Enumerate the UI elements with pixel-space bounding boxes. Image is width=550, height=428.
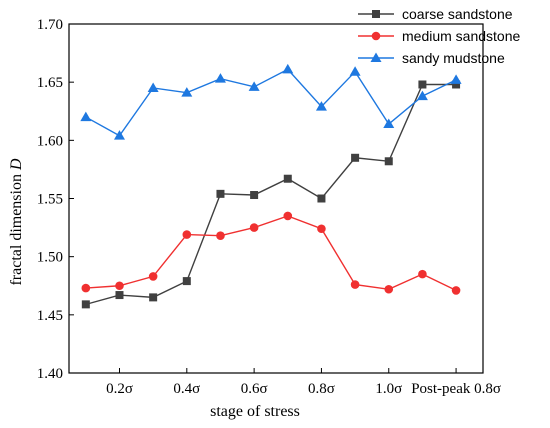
data-point — [283, 174, 292, 183]
data-point — [115, 281, 124, 291]
data-point — [113, 130, 125, 140]
data-point — [148, 272, 158, 281]
x-tick-label: 0.6σ — [241, 381, 268, 397]
series-line — [85, 83, 457, 306]
data-point — [182, 277, 191, 286]
y-tick-label: 1.55 — [37, 192, 63, 208]
legend-label: sandy mudstone — [402, 50, 505, 66]
data-point — [216, 231, 225, 241]
data-point — [317, 194, 326, 203]
x-tick-label: 0.8σ — [308, 381, 335, 397]
y-axis-title: fractal dimension D — [8, 158, 25, 286]
data-point — [349, 66, 361, 76]
data-point — [384, 157, 393, 166]
data-point — [182, 230, 192, 239]
data-point — [315, 101, 327, 111]
data-point — [248, 81, 260, 91]
data-point — [282, 63, 294, 74]
plot-area — [68, 23, 484, 374]
data-point — [81, 283, 91, 293]
data-point — [350, 280, 360, 289]
y-tick-label: 1.45 — [37, 308, 63, 324]
legend-marker — [370, 52, 382, 62]
data-point — [81, 300, 90, 309]
legend-marker — [371, 31, 381, 41]
series-coarse-sandstone — [81, 80, 461, 309]
series-layer — [80, 63, 462, 309]
series-sandy-mudstone — [80, 63, 462, 140]
data-point — [283, 211, 293, 221]
data-point — [249, 223, 259, 232]
data-point — [149, 293, 158, 302]
series-line — [85, 68, 457, 137]
y-axis-title-main: fractal dimension — [8, 170, 25, 286]
data-point — [418, 80, 427, 89]
y-axis-title-var: D — [8, 158, 25, 171]
data-point — [452, 80, 461, 89]
y-tick-label: 1.70 — [37, 17, 63, 33]
data-point — [216, 189, 225, 198]
legend: coarse sandstone medium sandstone sandy mu… — [358, 6, 521, 66]
data-point — [416, 90, 428, 101]
x-tick-label: 0.4σ — [173, 381, 200, 397]
x-tick-label: 0.2σ — [106, 381, 133, 397]
x-tick-label: 1.0σ — [375, 381, 402, 397]
data-point — [418, 269, 427, 279]
data-point — [214, 73, 226, 83]
data-point — [451, 286, 461, 295]
x-tick-label: Post-peak 0.8σ — [411, 381, 501, 397]
data-point — [115, 291, 124, 300]
data-point — [351, 153, 360, 162]
legend-label: coarse sandstone — [402, 6, 513, 22]
data-point — [181, 87, 193, 97]
data-point — [80, 111, 92, 122]
data-point — [450, 74, 462, 84]
data-point — [383, 118, 395, 129]
data-point — [317, 224, 326, 234]
legend-label: medium sandstone — [402, 28, 521, 44]
plot-frame — [68, 23, 484, 374]
data-point — [250, 191, 259, 200]
y-tick-label: 1.40 — [37, 366, 63, 382]
data-point — [384, 284, 394, 294]
y-tick-label: 1.65 — [37, 75, 63, 91]
y-tick-label: 1.50 — [37, 250, 63, 266]
y-tick-label: 1.60 — [37, 133, 63, 149]
legend-marker — [372, 10, 380, 18]
series-line — [85, 215, 457, 292]
axes: 1.40 1.45 1.50 1.55 1.60 1.65 1.70 0.2σ 0.4σ 0.6σ… — [37, 17, 501, 397]
x-axis-title: stage of stress — [210, 403, 300, 420]
series-medium-sandstone — [81, 211, 461, 295]
data-point — [147, 82, 159, 92]
